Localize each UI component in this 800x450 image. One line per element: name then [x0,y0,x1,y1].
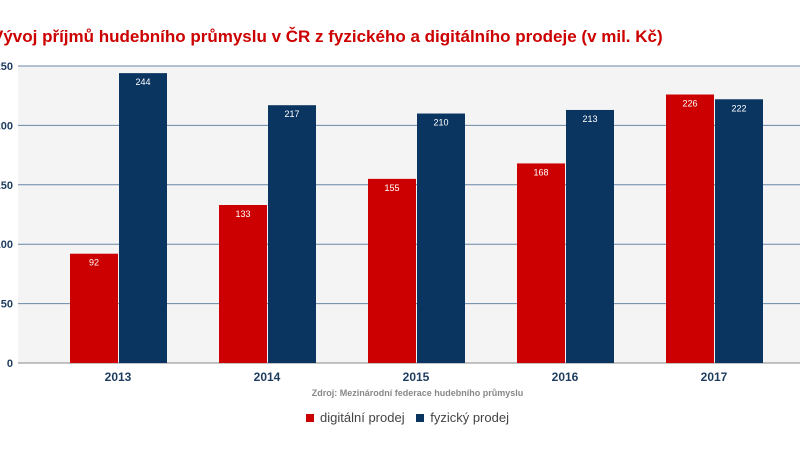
data-label: 155 [384,183,399,193]
chart-title: Vývoj příjmů hudebního průmyslu v ČR z f… [0,27,663,46]
data-label: 217 [284,109,299,119]
bar-digital-2017 [666,94,714,364]
y-tick-label: 200 [0,120,13,132]
y-tick-label: 250 [0,61,13,73]
legend: digitální prodej fyzický prodej [0,410,800,425]
legend-swatch-digital [306,414,315,422]
legend-label-digital: digitální prodej [320,410,405,425]
legend-swatch-physical [416,414,425,422]
legend-item-physical[interactable]: fyzický prodej [416,410,509,425]
data-label: 92 [89,258,99,268]
bar-digital-2013 [70,253,118,363]
x-tick-label: 2015 [403,370,430,384]
bar-physical-2013 [119,73,167,364]
bar-physical-2017 [715,99,763,363]
y-tick-label: 50 [1,299,13,311]
bar-digital-2014 [219,204,267,363]
bar-physical-2016 [566,109,614,364]
x-tick-label: 2017 [701,370,728,384]
data-label: 222 [731,103,746,113]
bar-digital-2015 [368,178,416,363]
bar-physical-2015 [417,113,465,364]
data-label: 226 [682,99,697,109]
y-tick-label: 100 [0,239,13,251]
x-tick-label: 2014 [254,370,281,384]
legend-label-physical: fyzický prodej [430,410,509,425]
bar-physical-2014 [268,105,316,363]
legend-item-digital[interactable]: digitální prodej [306,410,405,425]
x-tick-label: 2016 [552,370,579,384]
data-label: 244 [135,77,150,87]
chart-source: Zdroj: Mezinárodní federace hudebního pr… [311,388,524,398]
y-tick-label: 150 [0,180,13,192]
data-label: 210 [433,118,448,128]
data-label: 168 [533,167,548,177]
bar-digital-2016 [517,163,565,363]
data-label: 133 [235,209,250,219]
data-label: 213 [582,114,597,124]
x-tick-label: 2013 [105,370,132,384]
y-tick-label: 0 [7,358,13,370]
